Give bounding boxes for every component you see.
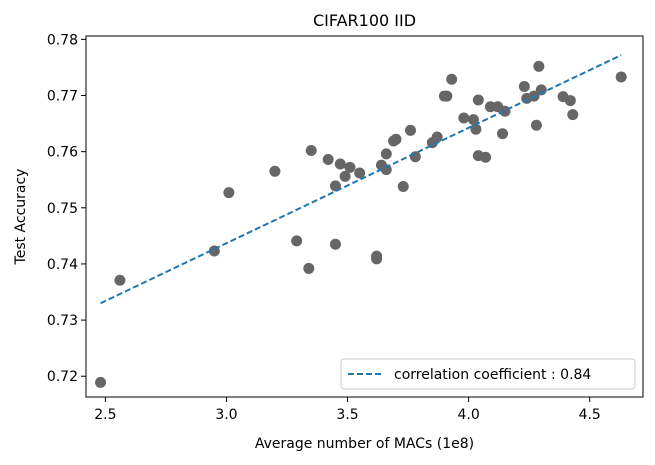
- data-point: [114, 274, 126, 286]
- data-point: [397, 180, 409, 192]
- data-point: [291, 235, 303, 247]
- chart-title: CIFAR100 IID: [313, 11, 416, 30]
- data-point: [303, 262, 315, 274]
- data-point: [354, 167, 366, 179]
- data-point: [409, 151, 421, 163]
- data-point: [223, 187, 235, 199]
- y-tick-label: 0.76: [47, 145, 78, 161]
- y-tick-label: 0.78: [47, 32, 78, 48]
- data-point: [467, 114, 479, 126]
- data-point: [390, 133, 402, 145]
- data-point: [533, 60, 545, 72]
- data-point: [371, 253, 383, 265]
- data-point: [518, 81, 530, 93]
- y-tick-label: 0.74: [47, 257, 78, 273]
- x-tick-label: 3.0: [215, 407, 237, 423]
- data-point: [458, 112, 470, 124]
- data-point: [329, 238, 341, 250]
- data-point: [339, 170, 351, 182]
- x-tick-label: 2.5: [94, 407, 116, 423]
- y-tick-label: 0.77: [47, 89, 78, 105]
- data-point: [497, 128, 509, 140]
- x-tick-label: 4.0: [458, 407, 480, 423]
- data-point: [344, 161, 356, 173]
- data-point: [615, 71, 627, 83]
- data-point: [305, 145, 317, 157]
- data-points: [95, 60, 627, 388]
- data-point: [470, 123, 482, 135]
- data-point: [380, 148, 392, 160]
- x-axis-ticks: 2.5 3.0 3.5 4.0 4.5: [94, 397, 601, 423]
- legend-box: [340, 358, 636, 390]
- data-point: [322, 154, 334, 166]
- data-point: [567, 109, 579, 121]
- y-tick-label: 0.73: [47, 313, 78, 329]
- x-axis-label: Average number of MACs (1e8): [255, 436, 474, 452]
- data-point: [334, 158, 346, 170]
- y-tick-label: 0.75: [47, 201, 78, 217]
- x-tick-label: 3.5: [336, 407, 358, 423]
- data-point: [480, 151, 492, 163]
- y-axis-label: Test Accuracy: [13, 169, 29, 266]
- y-axis-ticks: 0.72 0.73 0.74 0.75 0.76 0.77 0.78: [47, 32, 86, 385]
- data-point: [530, 119, 542, 131]
- data-point: [431, 131, 443, 143]
- data-point: [380, 164, 392, 176]
- data-point: [564, 95, 576, 107]
- plot-frame: [85, 35, 644, 398]
- data-point: [472, 94, 484, 106]
- legend-label: correlation coefficient : 0.84: [394, 367, 591, 383]
- fit-line-layer: [100, 54, 622, 305]
- x-tick-label: 4.5: [579, 407, 601, 423]
- y-tick-label: 0.72: [47, 369, 78, 385]
- data-point: [441, 90, 453, 102]
- data-point: [446, 73, 458, 85]
- data-point: [329, 180, 341, 192]
- legend: correlation coefficient : 0.84: [340, 358, 636, 390]
- data-point: [269, 165, 281, 177]
- data-point: [405, 124, 417, 136]
- fit-line: [100, 54, 622, 305]
- data-point: [95, 376, 107, 388]
